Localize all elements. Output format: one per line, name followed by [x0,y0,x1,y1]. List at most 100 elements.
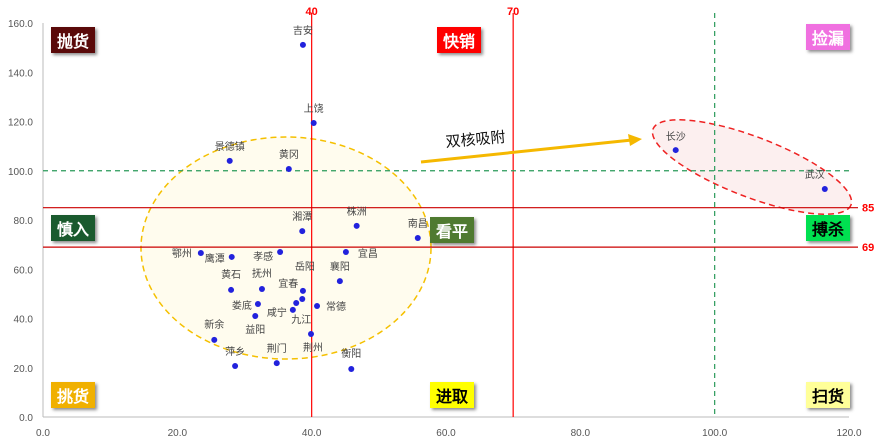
data-point [353,222,360,229]
data-point [299,296,306,303]
x-tick-label: 120.0 [836,428,861,439]
quadrant-text: 看平 [436,222,469,241]
data-point [299,41,306,48]
point-label: 咸宁 [267,306,287,319]
annotation-text: 双核吸附 [445,128,506,151]
x-tick-label: 0.0 [36,428,50,439]
y-tick-label: 20.0 [14,364,34,375]
point-label: 萍乡 [225,346,245,358]
quadrant-label-kanping: 看平 [430,217,475,243]
data-point [285,166,292,173]
data-point [277,249,284,256]
data-point [258,285,265,292]
point-label: 吉安 [293,24,313,37]
point-label: 九江 [291,314,311,326]
point-label: 衡阳 [341,348,361,360]
data-point [307,331,314,338]
point-label: 荆州 [303,341,323,354]
y-tick-label: 80.0 [14,216,34,227]
quadrant-text: 进取 [436,387,469,406]
data-point [299,287,306,294]
dual-core-ellipse [651,119,853,215]
point-label: 襄阳 [330,260,350,273]
quadrant-label-jinqu: 进取 [430,382,475,408]
data-point [299,228,306,235]
point-label: 鹰潭 [205,252,225,265]
point-label: 孝感 [253,250,273,263]
point-label: 湘潭 [292,210,312,223]
data-point [342,249,349,256]
data-point [252,313,259,320]
data-point [211,336,218,343]
point-label: 黄冈 [279,148,299,161]
quadrant-text: 扫货 [812,387,845,406]
point-label: 黄石 [221,268,241,281]
quadrant-label-shenru: 慎入 [51,215,96,241]
quadrant-text: 抛货 [57,32,90,51]
point-label: 景德镇 [215,140,245,153]
x-tick-label: 100.0 [702,428,727,439]
data-point [197,249,204,256]
y-tick-label: 0.0 [19,413,33,424]
quadrant-label-jianlou: 捡漏 [806,24,851,50]
point-label: 荆门 [267,342,287,355]
y-tick-label: 160.0 [8,19,33,30]
y-tick-label: 140.0 [8,68,33,79]
point-label: 益阳 [245,323,265,336]
data-point [293,299,300,306]
quadrant-label-saohuo: 扫货 [806,382,851,408]
point-label: 抚州 [252,268,272,280]
quadrant-text: 慎入 [57,220,90,239]
quadrant-label-paohuo: 抛货 [51,27,96,53]
point-label: 岳阳 [295,261,315,273]
point-label: 娄底 [232,299,252,312]
data-point [310,119,317,126]
data-point [289,306,296,313]
cluster-ellipse [140,136,432,360]
x-tick-label: 20.0 [168,428,188,439]
quadrant-label-kuaixiao: 快销 [437,27,482,53]
x-tick-label: 60.0 [436,428,456,439]
data-point [314,302,321,309]
quadrant-label-bosha: 搏杀 [806,215,851,241]
data-point [348,365,355,372]
point-label: 常德 [326,300,346,313]
x-tick-label: 40.0 [302,428,322,439]
annotation-arrow [420,138,633,164]
point-label: 新余 [204,318,224,331]
data-point [228,253,235,260]
quadrant-text: 捡漏 [812,29,845,48]
point-label: 上饶 [304,102,324,115]
quadrant-text: 快销 [443,32,476,51]
reference-line-label: 70 [507,6,519,18]
data-point [232,363,239,370]
point-label: 武汉 [805,168,825,181]
y-tick-label: 40.0 [14,315,34,326]
data-point [273,360,280,367]
reference-line-label: 69 [862,242,874,254]
data-point [414,234,421,241]
arrow-head-icon [628,134,642,146]
point-label: 株洲 [347,205,367,218]
quadrant-text: 挑货 [57,387,90,406]
data-point [672,147,679,154]
data-point [821,185,828,192]
point-label: 南昌 [408,217,428,230]
data-point [254,300,261,307]
reference-line-label: 85 [862,203,874,215]
point-label: 鄂州 [172,248,192,260]
reference-line-label: 40 [306,6,318,18]
quadrant-text: 搏杀 [812,220,845,239]
data-point [226,157,233,164]
y-tick-label: 120.0 [8,118,33,129]
x-tick-label: 80.0 [571,428,591,439]
point-label: 长沙 [666,131,686,143]
y-tick-label: 60.0 [14,265,34,276]
data-point [228,286,235,293]
data-point [336,278,343,285]
point-label: 宜春 [278,277,298,290]
point-label: 宜昌 [358,247,378,260]
y-tick-label: 100.0 [8,167,33,178]
quadrant-label-tiaohuo: 挑货 [51,382,96,408]
